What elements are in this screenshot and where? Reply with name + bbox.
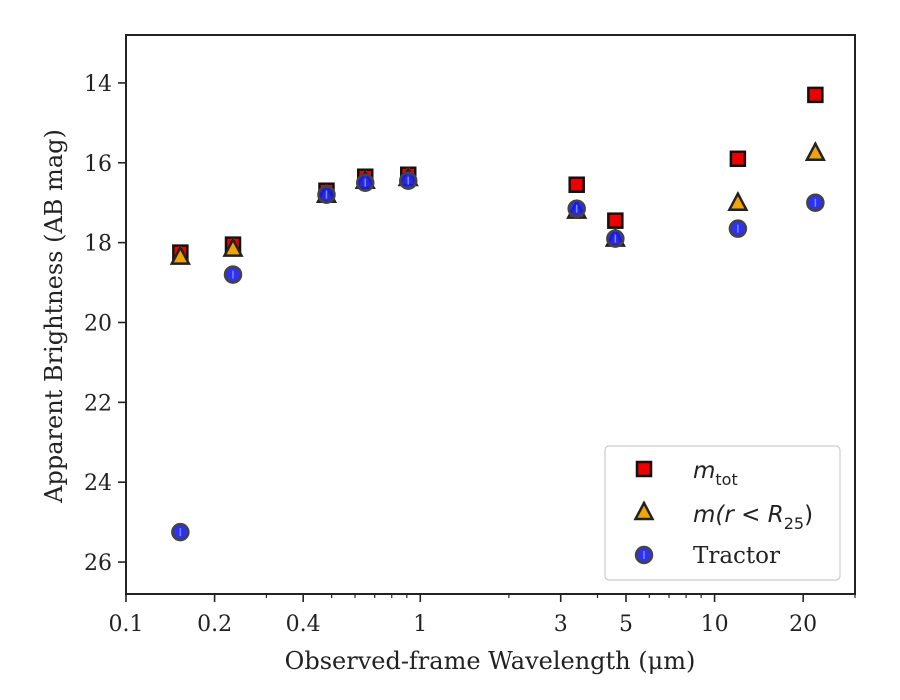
y-tick-label: 22 xyxy=(84,391,112,416)
x-tick-label: 5 xyxy=(619,612,633,637)
square-point xyxy=(807,86,824,104)
x-tick-label: 3 xyxy=(554,612,568,637)
y-tick-label: 26 xyxy=(84,551,112,576)
legend-triangle-marker xyxy=(633,500,655,521)
legend-label-mtot: mtot xyxy=(693,458,738,489)
legend-label-mr25-tail: ) xyxy=(804,502,813,528)
x-tick-label: 0.2 xyxy=(197,612,232,637)
marks-layer xyxy=(169,86,826,542)
square-point xyxy=(607,212,624,229)
y-tick-label: 20 xyxy=(84,311,112,336)
triangle-point xyxy=(169,244,191,265)
legend-label-mr25-sub: 25 xyxy=(784,514,804,533)
y-axis-title: Apparent Brightness (AB mag) xyxy=(40,129,68,504)
y-tick-label: 24 xyxy=(84,471,112,496)
y-tick-label: 18 xyxy=(84,232,112,257)
x-axis-title: Observed-frame Wavelength (μm) xyxy=(285,647,696,675)
legend-square-marker xyxy=(635,460,653,478)
legend-label-mtot-main: m xyxy=(693,458,715,484)
legend-label-mtot-sub: tot xyxy=(715,470,737,489)
x-tick-label: 20 xyxy=(789,612,817,637)
series-2 xyxy=(171,171,825,542)
y-tick-label: 16 xyxy=(84,152,112,177)
ticks-layer: 0.1 0.2 0.4 1 3 5 10 20 14 16 18 20 22 24 26 xyxy=(84,72,856,637)
legend-label-tractor: Tractor xyxy=(693,543,780,569)
legend-label-mr25-main: m(r < R xyxy=(693,502,784,528)
legend-frame xyxy=(604,445,841,581)
square-point xyxy=(729,150,747,168)
x-tick-label: 0.4 xyxy=(286,612,321,637)
plot-frame xyxy=(125,34,856,595)
legend-label-mr25: m(r < R25) xyxy=(693,502,813,533)
square-point xyxy=(568,176,585,193)
x-tick-label: 10 xyxy=(701,612,729,637)
legend: mtot m(r < R25) Tractor xyxy=(604,445,841,581)
triangle-point xyxy=(727,191,749,211)
x-tick-label: 1 xyxy=(413,612,427,637)
triangle-point xyxy=(222,236,244,257)
x-tick-label: 0.1 xyxy=(109,612,144,637)
triangle-point xyxy=(804,141,826,162)
legend-markers xyxy=(633,460,655,565)
y-tick-label: 14 xyxy=(84,72,112,97)
